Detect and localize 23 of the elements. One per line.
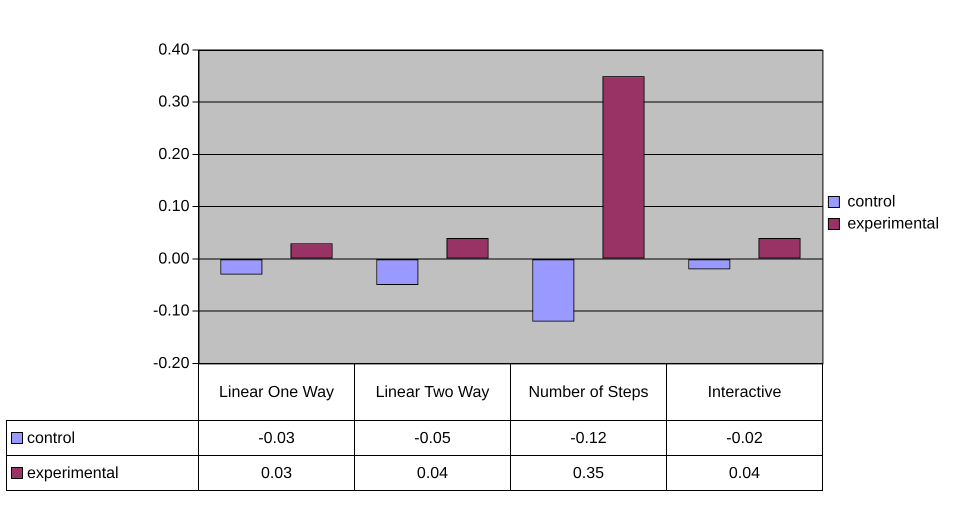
data-label: 0.03 xyxy=(198,456,354,490)
x-tick-label: Interactive xyxy=(666,364,822,420)
data-label: 0.04 xyxy=(354,456,510,490)
data-label: 0.04 xyxy=(666,456,822,490)
legend-label: experimental xyxy=(847,215,940,232)
data-label: -0.12 xyxy=(510,420,666,456)
y-tick-label: -0.10 xyxy=(153,302,190,320)
x-tick-label: Linear Two Way xyxy=(354,364,510,420)
y-tick-label: 0.20 xyxy=(158,146,190,163)
text: experimental xyxy=(27,464,119,482)
data-label: -0.02 xyxy=(666,420,822,456)
data-label: 0.35 xyxy=(510,456,666,490)
y-tick-label: -0.20 xyxy=(153,354,190,372)
y-tick-label: 0.30 xyxy=(158,94,190,111)
data-label: -0.05 xyxy=(354,420,510,456)
text: control xyxy=(27,430,76,446)
x-tick-label: Number of Steps xyxy=(510,364,666,420)
y-tick-label: 0.10 xyxy=(158,198,190,216)
legend-label: control xyxy=(847,193,896,210)
x-tick-label: Linear One Way xyxy=(198,364,354,420)
y-tick-label: 0.00 xyxy=(158,250,190,268)
y-tick-label: 0.40 xyxy=(158,41,190,58)
data-label: -0.03 xyxy=(198,420,354,456)
